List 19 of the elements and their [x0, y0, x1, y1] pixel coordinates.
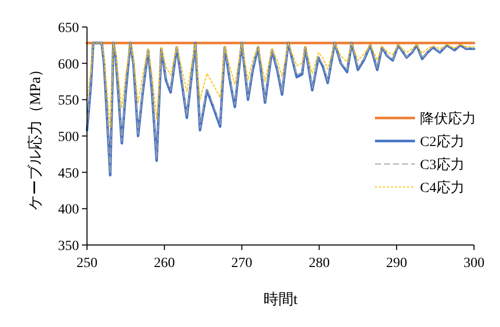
y-tick-label: 350 [58, 239, 79, 254]
legend-label: C2応力 [420, 134, 464, 150]
y-axis-title: ケーブル応力（MPa） [27, 62, 44, 210]
x-tick-label: 290 [386, 256, 408, 271]
legend-label: C3応力 [420, 157, 464, 173]
x-tick-label: 300 [464, 256, 484, 271]
x-tick-label: 260 [154, 256, 175, 271]
y-tick-label: 650 [58, 21, 79, 36]
x-tick-label: 250 [76, 256, 98, 271]
y-tick-label: 600 [58, 57, 79, 72]
legend-label: C4応力 [420, 180, 464, 196]
y-tick-label: 450 [58, 166, 79, 182]
y-tick-label: 550 [58, 94, 79, 109]
y-tick-label: 400 [58, 202, 79, 218]
x-tick-label: 270 [231, 256, 252, 271]
x-axis-title: 時間t [263, 291, 298, 308]
x-tick-label: 280 [308, 256, 330, 271]
y-tick-label: 500 [58, 130, 79, 145]
legend-label: 降伏応力 [420, 111, 476, 127]
